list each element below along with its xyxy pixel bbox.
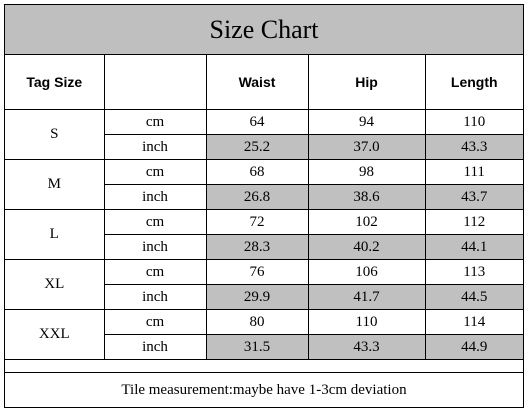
size-table: Tag Size Waist Hip Length S cm 64 94 110… — [5, 55, 523, 360]
unit-label: inch — [104, 334, 207, 360]
size-chart: Size Chart Tag Size Waist Hip Length S c… — [4, 4, 524, 408]
size-label: XL — [5, 259, 105, 310]
hip-cell: 110 — [307, 309, 426, 335]
hip-cell: 37.0 — [307, 134, 426, 160]
header-length: Length — [424, 55, 523, 110]
table-row: inch 29.9 41.7 44.5 — [5, 284, 523, 310]
waist-cell: 80 — [205, 309, 309, 335]
unit-label: cm — [103, 109, 207, 135]
size-label: M — [5, 159, 105, 210]
size-label: S — [5, 109, 105, 160]
unit-label: inch — [104, 184, 207, 210]
waist-cell: 26.8 — [205, 184, 309, 210]
waist-cell: 29.9 — [205, 284, 309, 310]
hip-cell: 102 — [307, 209, 426, 235]
table-row: S cm 64 94 110 — [5, 109, 523, 160]
length-cell: 110 — [424, 109, 523, 135]
length-cell: 44.1 — [424, 234, 523, 260]
size-label: L — [5, 209, 105, 260]
measurement-note: Tile measurement:maybe have 1-3cm deviat… — [5, 372, 523, 408]
waist-cell: 64 — [205, 109, 309, 135]
length-cell: 44.9 — [424, 334, 523, 360]
waist-cell: 68 — [205, 159, 309, 185]
hip-cell: 43.3 — [307, 334, 426, 360]
unit-label: inch — [104, 234, 207, 260]
header-waist: Waist — [205, 55, 309, 110]
unit-label: cm — [103, 209, 207, 235]
header-unit — [103, 55, 207, 110]
waist-cell: 72 — [205, 209, 309, 235]
table-row: inch 28.3 40.2 44.1 — [5, 234, 523, 260]
table-row: XL cm 76 106 113 — [5, 259, 523, 310]
unit-label: inch — [104, 134, 207, 160]
chart-title: Size Chart — [5, 5, 523, 55]
waist-cell: 28.3 — [205, 234, 309, 260]
length-cell: 111 — [424, 159, 523, 185]
unit-label: cm — [103, 309, 207, 335]
header-tag-size: Tag Size — [5, 55, 105, 110]
unit-label: inch — [104, 284, 207, 310]
table-row: XXL cm 80 110 114 — [5, 309, 523, 360]
hip-cell: 40.2 — [307, 234, 426, 260]
header-hip: Hip — [307, 55, 426, 110]
length-cell: 44.5 — [424, 284, 523, 310]
table-row: inch 31.5 43.3 44.9 — [5, 334, 523, 360]
table-row: M cm 68 98 111 — [5, 159, 523, 210]
table-row: inch 26.8 38.6 43.7 — [5, 184, 523, 210]
hip-cell: 98 — [307, 159, 426, 185]
unit-label: cm — [103, 159, 207, 185]
hip-cell: 106 — [307, 259, 426, 285]
table-row: L cm 72 102 112 — [5, 209, 523, 260]
waist-cell: 25.2 — [205, 134, 309, 160]
table-row: inch 25.2 37.0 43.3 — [5, 134, 523, 160]
length-cell: 113 — [424, 259, 523, 285]
hip-cell: 38.6 — [307, 184, 426, 210]
waist-cell: 31.5 — [205, 334, 309, 360]
length-cell: 114 — [424, 309, 523, 335]
hip-cell: 94 — [307, 109, 426, 135]
length-cell: 112 — [424, 209, 523, 235]
size-label: XXL — [5, 309, 105, 360]
waist-cell: 76 — [205, 259, 309, 285]
header-row: Tag Size Waist Hip Length — [5, 55, 523, 110]
hip-cell: 41.7 — [307, 284, 426, 310]
length-cell: 43.3 — [424, 134, 523, 160]
unit-label: cm — [103, 259, 207, 285]
length-cell: 43.7 — [424, 184, 523, 210]
